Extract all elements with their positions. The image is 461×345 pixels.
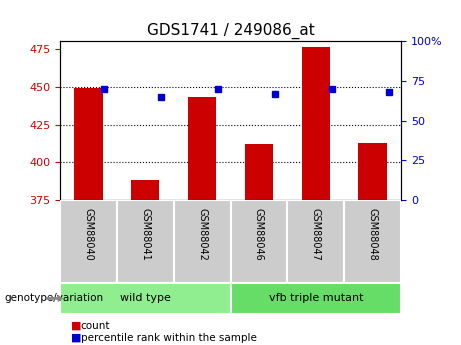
Bar bbox=[174, 200, 230, 283]
Title: GDS1741 / 249086_at: GDS1741 / 249086_at bbox=[147, 22, 314, 39]
Text: GSM88041: GSM88041 bbox=[140, 208, 150, 261]
Text: ■: ■ bbox=[71, 321, 82, 331]
Text: wild type: wild type bbox=[120, 294, 171, 303]
Bar bbox=[60, 200, 117, 283]
Text: GSM88046: GSM88046 bbox=[254, 208, 264, 261]
Bar bbox=[60, 283, 230, 314]
Bar bbox=[287, 200, 344, 283]
Bar bbox=[117, 200, 174, 283]
Bar bbox=[188, 97, 216, 200]
Bar bbox=[301, 48, 330, 200]
Text: vfb triple mutant: vfb triple mutant bbox=[269, 294, 363, 303]
Bar bbox=[358, 143, 387, 200]
Bar bbox=[245, 144, 273, 200]
Text: genotype/variation: genotype/variation bbox=[5, 294, 104, 303]
Text: GSM88040: GSM88040 bbox=[83, 208, 94, 261]
Text: ■: ■ bbox=[71, 333, 82, 343]
Bar bbox=[74, 88, 102, 200]
Text: GSM88048: GSM88048 bbox=[367, 208, 378, 261]
Bar bbox=[230, 200, 287, 283]
Bar bbox=[131, 180, 160, 200]
Text: GSM88042: GSM88042 bbox=[197, 208, 207, 261]
Text: percentile rank within the sample: percentile rank within the sample bbox=[81, 333, 257, 343]
Text: GSM88047: GSM88047 bbox=[311, 208, 321, 261]
Bar bbox=[344, 200, 401, 283]
Text: count: count bbox=[81, 321, 110, 331]
Bar bbox=[230, 283, 401, 314]
